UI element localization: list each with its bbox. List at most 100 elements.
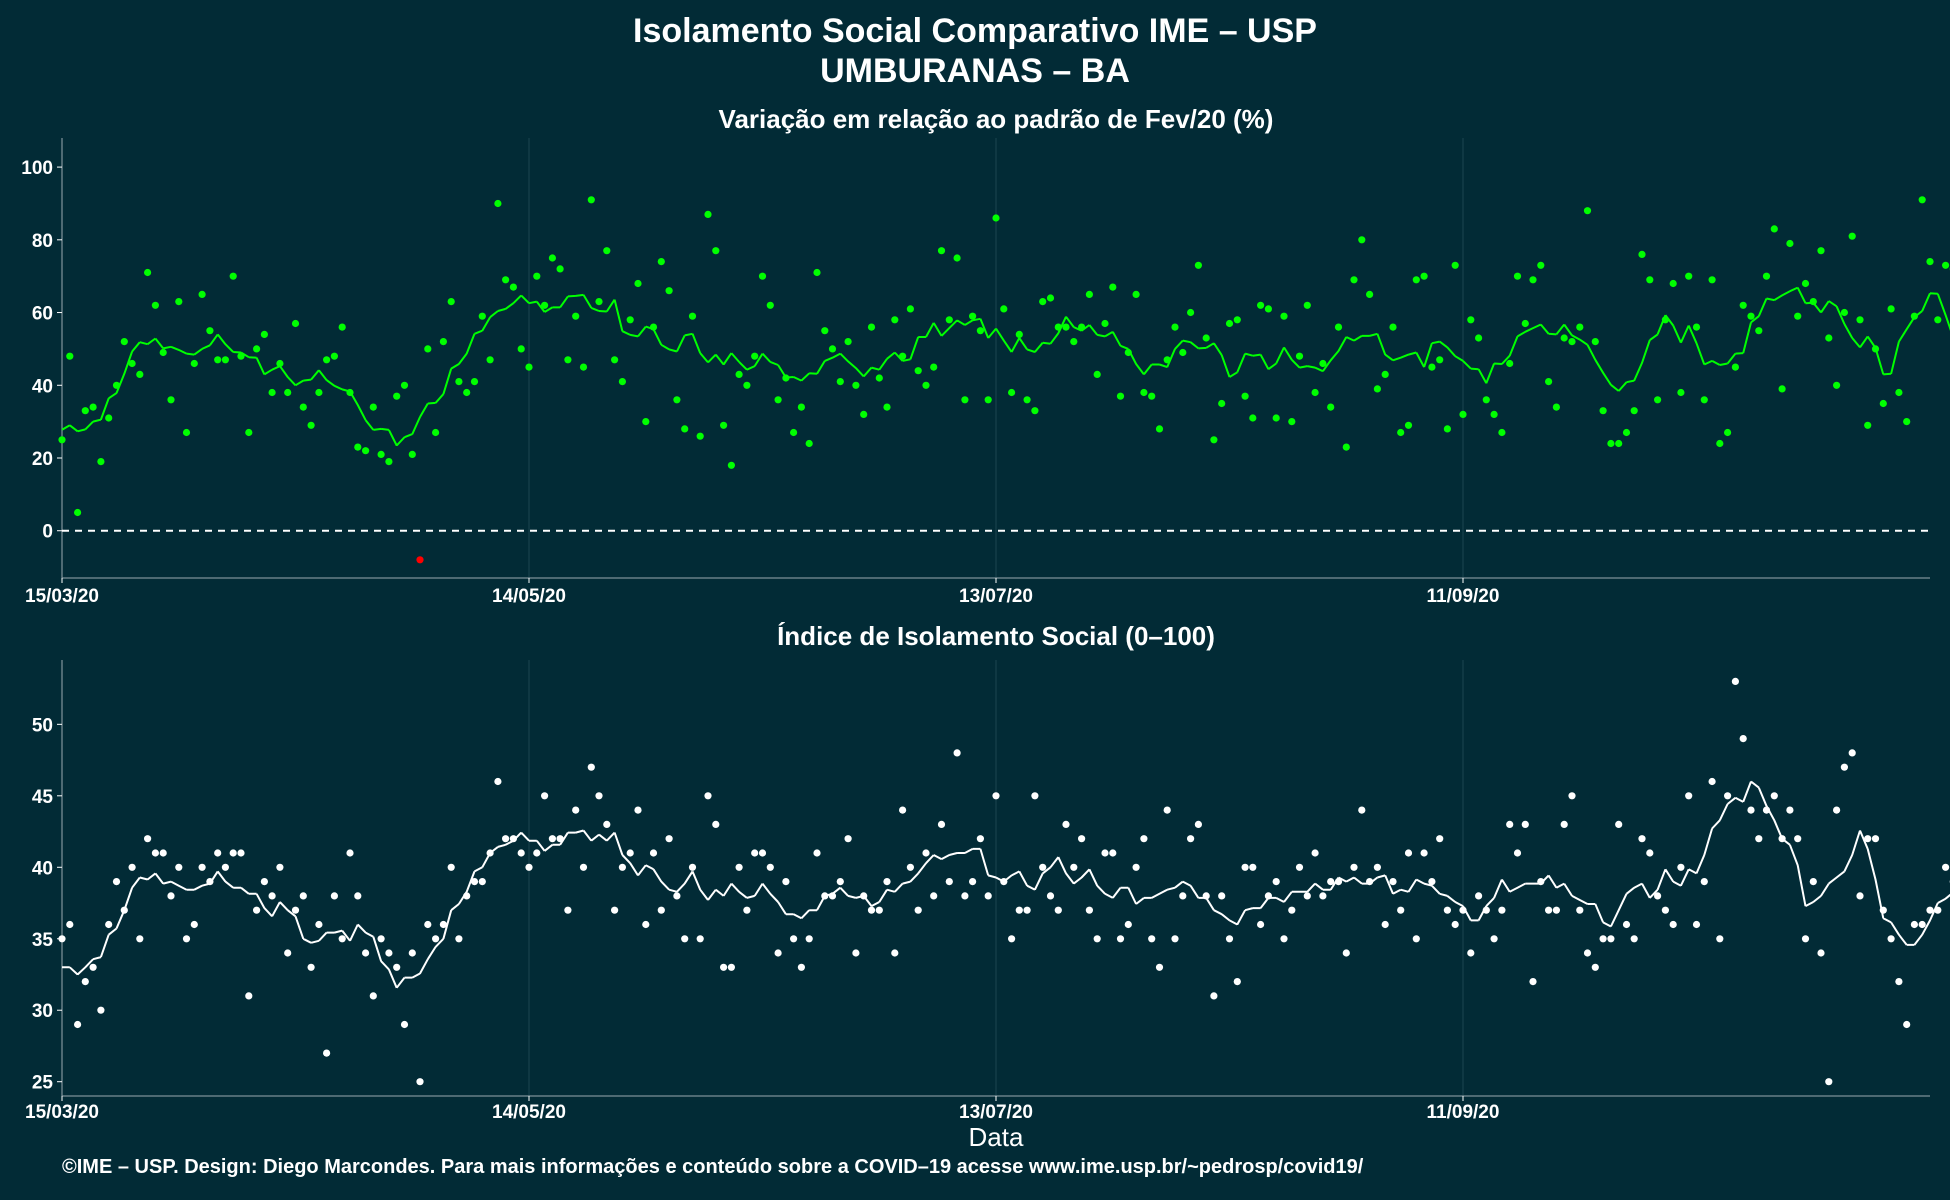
data-point xyxy=(1708,777,1716,786)
data-point xyxy=(533,272,541,280)
data-point xyxy=(221,356,229,364)
data-point xyxy=(1249,863,1257,871)
data-point xyxy=(299,892,307,900)
data-point xyxy=(1404,849,1413,857)
data-point xyxy=(1638,835,1646,843)
data-point xyxy=(112,878,121,886)
data-point xyxy=(1942,863,1950,871)
data-point xyxy=(883,403,891,411)
data-point xyxy=(821,327,829,335)
data-point xyxy=(1646,849,1654,857)
data-point xyxy=(1000,878,1008,886)
data-point xyxy=(813,849,821,857)
data-point xyxy=(478,878,486,886)
data-point xyxy=(1692,323,1701,331)
data-point xyxy=(1171,935,1179,943)
data-point xyxy=(1225,935,1234,943)
data-point xyxy=(1179,892,1187,900)
data-point xyxy=(1467,316,1475,324)
data-point xyxy=(1233,978,1241,986)
data-point xyxy=(369,992,377,1000)
data-point xyxy=(1903,1020,1911,1029)
data-point xyxy=(408,949,416,957)
data-point xyxy=(1871,835,1880,843)
data-point xyxy=(1482,396,1490,404)
data-point xyxy=(1599,935,1607,943)
data-point xyxy=(1490,935,1498,943)
data-point xyxy=(97,1006,105,1014)
data-point xyxy=(1786,239,1794,248)
data-point xyxy=(1583,949,1592,957)
data-point xyxy=(1109,283,1117,291)
data-point xyxy=(1140,835,1148,843)
data-point xyxy=(245,428,253,437)
data-point xyxy=(1521,820,1529,829)
data-point xyxy=(1498,428,1506,437)
data-point xyxy=(346,849,354,857)
data-point xyxy=(758,849,767,857)
data-point xyxy=(1856,316,1864,324)
data-point xyxy=(891,316,899,324)
data-point xyxy=(144,835,152,843)
data-point xyxy=(136,370,144,378)
data-point xyxy=(1000,305,1008,313)
data-point xyxy=(424,345,432,353)
data-point xyxy=(291,319,300,328)
y-tick-label: 40 xyxy=(32,858,53,879)
data-point xyxy=(657,258,665,266)
data-point xyxy=(1895,388,1903,397)
y-tick-label: 35 xyxy=(32,930,54,951)
data-point xyxy=(860,410,868,418)
data-point xyxy=(1669,279,1677,288)
data-point xyxy=(74,1020,82,1029)
data-point xyxy=(976,327,985,335)
data-point xyxy=(961,892,969,900)
data-point xyxy=(1599,407,1607,415)
data-point xyxy=(1630,935,1638,943)
data-point xyxy=(766,301,774,309)
data-point xyxy=(751,352,759,360)
data-point xyxy=(1506,820,1514,829)
data-point xyxy=(1685,792,1693,800)
data-point xyxy=(1622,428,1631,437)
data-point xyxy=(735,863,743,871)
data-point xyxy=(541,301,549,309)
data-point xyxy=(1661,316,1669,324)
data-point xyxy=(766,863,774,871)
data-point xyxy=(1934,316,1942,324)
data-point xyxy=(424,920,432,929)
data-point xyxy=(1171,323,1179,331)
data-point xyxy=(1475,892,1483,900)
data-point xyxy=(1731,677,1739,686)
data-point xyxy=(182,935,191,943)
data-point xyxy=(603,820,611,829)
data-point xyxy=(1724,428,1732,437)
data-point xyxy=(634,806,642,814)
x-tick-label: 15/03/20 xyxy=(25,1102,99,1123)
data-point xyxy=(1272,878,1280,886)
data-point xyxy=(416,556,424,564)
data-point xyxy=(1910,920,1918,929)
data-point xyxy=(112,381,121,389)
data-point xyxy=(1459,906,1467,914)
data-point xyxy=(276,359,284,368)
data-point xyxy=(136,935,144,943)
data-point xyxy=(1202,334,1210,342)
data-point xyxy=(1840,763,1848,771)
data-point xyxy=(774,949,782,957)
data-point xyxy=(315,920,323,929)
data-point xyxy=(805,935,813,943)
data-point xyxy=(992,214,1000,222)
data-point xyxy=(377,935,385,943)
y-tick-label: 60 xyxy=(32,304,53,325)
data-point xyxy=(1233,316,1241,324)
data-point xyxy=(1895,978,1903,986)
data-point xyxy=(1109,849,1117,857)
data-point xyxy=(1545,378,1553,386)
y-tick-label: 0 xyxy=(42,522,53,543)
data-point xyxy=(268,388,276,397)
data-point xyxy=(1739,301,1747,309)
data-point xyxy=(105,414,113,422)
data-point xyxy=(1008,388,1016,397)
data-point xyxy=(852,381,860,389)
